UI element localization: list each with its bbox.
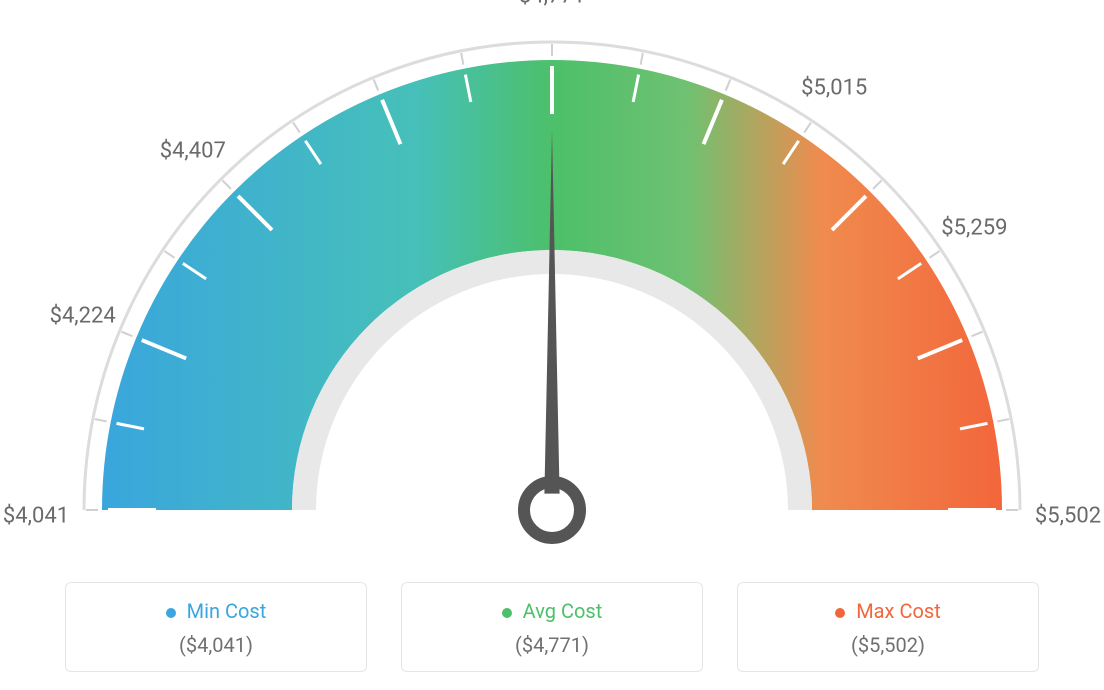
legend-min-title-text: Min Cost: [187, 599, 267, 623]
gauge-tick-label: $4,771: [519, 0, 585, 9]
legend-min-card: Min Cost ($4,041): [65, 582, 367, 672]
gauge-tick-label: $4,041: [3, 504, 69, 529]
legend-min-dot-icon: [166, 608, 176, 618]
legend-avg-card: Avg Cost ($4,771): [401, 582, 703, 672]
legend-min-title: Min Cost: [66, 599, 366, 623]
legend-max-title-text: Max Cost: [856, 599, 941, 623]
legend-avg-title-text: Avg Cost: [523, 599, 603, 623]
legend-max-title: Max Cost: [738, 599, 1038, 623]
legend-avg-value: ($4,771): [402, 633, 702, 657]
legend-avg-dot-icon: [502, 608, 512, 618]
legend-min-value: ($4,041): [66, 633, 366, 657]
gauge-tick-label: $5,015: [801, 75, 867, 100]
legend-avg-title: Avg Cost: [402, 599, 702, 623]
gauge-tick-label: $5,502: [1035, 504, 1101, 529]
legend-max-dot-icon: [835, 608, 845, 618]
gauge-tick-label: $4,407: [160, 138, 226, 163]
gauge-tick-label: $4,224: [50, 303, 116, 328]
gauge-tick-label: $5,259: [941, 215, 1007, 240]
legend-max-value: ($5,502): [738, 633, 1038, 657]
legend-row: Min Cost ($4,041) Avg Cost ($4,771) Max …: [0, 582, 1104, 672]
cost-gauge-widget: $4,041 $4,224 $4,407 $4,771 $5,015 $5,259 $5,5…: [0, 0, 1104, 690]
gauge-chart: $4,041 $4,224 $4,407 $4,771 $5,015 $5,259 $5,5…: [0, 0, 1104, 560]
legend-max-card: Max Cost ($5,502): [737, 582, 1039, 672]
